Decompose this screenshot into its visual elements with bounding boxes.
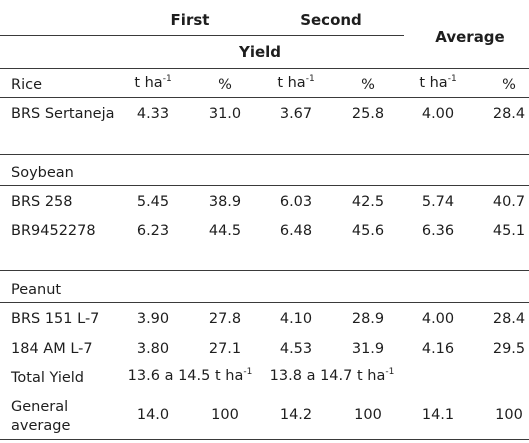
- unit-avg-t: t ha-1: [419, 74, 457, 91]
- second-t-cell: 4.53: [279, 341, 313, 357]
- avg-t-cell: 5.74: [421, 194, 455, 210]
- second-t-cell: 6.48: [279, 223, 313, 239]
- row-name: 184 AM L-7: [11, 341, 93, 357]
- group-rule: [0, 154, 529, 155]
- row-name: BRS 151 L-7: [11, 311, 100, 327]
- unit-first-pct: %: [218, 77, 232, 93]
- second-pct-cell: 31.9: [351, 341, 385, 357]
- first-t-cell: 4.33: [136, 106, 170, 122]
- row-name: BRS Sertaneja: [11, 106, 115, 122]
- second-t-cell: 14.2: [279, 407, 313, 423]
- header-rule-short: [0, 35, 404, 36]
- header-first: First: [170, 11, 210, 29]
- second-t-cell: 3.67: [279, 106, 313, 122]
- avg-t-cell: 6.36: [421, 223, 455, 239]
- total-yield-label: Total Yield: [11, 370, 84, 386]
- second-pct-cell: 45.6: [351, 223, 385, 239]
- bottom-rule: [0, 439, 529, 440]
- first-t-cell: 3.90: [136, 311, 170, 327]
- first-pct-cell: 31.0: [208, 106, 242, 122]
- avg-pct-cell: 28.4: [492, 106, 526, 122]
- general-average-label-line1: General: [11, 399, 69, 415]
- first-t-cell: 3.80: [136, 341, 170, 357]
- header-average: Average: [435, 28, 505, 46]
- group-rule: [0, 270, 529, 271]
- row-name: BR9452278: [11, 223, 96, 239]
- avg-t-cell: 4.00: [421, 311, 455, 327]
- second-pct-cell: 100: [354, 407, 382, 423]
- general-average-label-line2: average: [11, 418, 71, 434]
- unit-first-t: t ha-1: [134, 74, 172, 91]
- unit-second-t: t ha-1: [277, 74, 315, 91]
- second-pct-cell: 28.9: [351, 311, 385, 327]
- header-yield: Yield: [238, 43, 282, 61]
- second-pct-cell: 42.5: [351, 194, 385, 210]
- avg-pct-cell: 28.4: [492, 311, 526, 327]
- total-yield-first: 13.6 a 14.5 t ha-1: [127, 367, 253, 384]
- avg-pct-cell: 40.7: [492, 194, 526, 210]
- second-t-cell: 6.03: [279, 194, 313, 210]
- first-pct-cell: 44.5: [208, 223, 242, 239]
- first-pct-cell: 27.1: [208, 341, 242, 357]
- first-pct-cell: 27.8: [208, 311, 242, 327]
- soybean-group-label: Soybean: [11, 165, 74, 181]
- unit-avg-pct: %: [502, 77, 516, 93]
- total-yield-second: 13.8 a 14.7 t ha-1: [269, 367, 395, 384]
- avg-pct-cell: 100: [495, 407, 523, 423]
- header-rule: [0, 68, 529, 69]
- avg-pct-cell: 29.5: [492, 341, 526, 357]
- avg-t-cell: 4.00: [421, 106, 455, 122]
- second-pct-cell: 25.8: [351, 106, 385, 122]
- second-t-cell: 4.10: [279, 311, 313, 327]
- first-t-cell: 5.45: [136, 194, 170, 210]
- unit-rule: [0, 97, 529, 98]
- first-t-cell: 6.23: [136, 223, 170, 239]
- first-t-cell: 14.0: [136, 407, 170, 423]
- first-pct-cell: 38.9: [208, 194, 242, 210]
- avg-t-cell: 4.16: [421, 341, 455, 357]
- avg-t-cell: 14.1: [421, 407, 455, 423]
- unit-second-pct: %: [361, 77, 375, 93]
- group-label-rule: [0, 302, 529, 303]
- row-name: BRS 258: [11, 194, 73, 210]
- group-label-rule: [0, 185, 529, 186]
- avg-pct-cell: 45.1: [492, 223, 526, 239]
- first-pct-cell: 100: [211, 407, 239, 423]
- peanut-group-label: Peanut: [11, 282, 62, 298]
- header-second: Second: [300, 11, 362, 29]
- rice-group-label: Rice: [11, 77, 42, 93]
